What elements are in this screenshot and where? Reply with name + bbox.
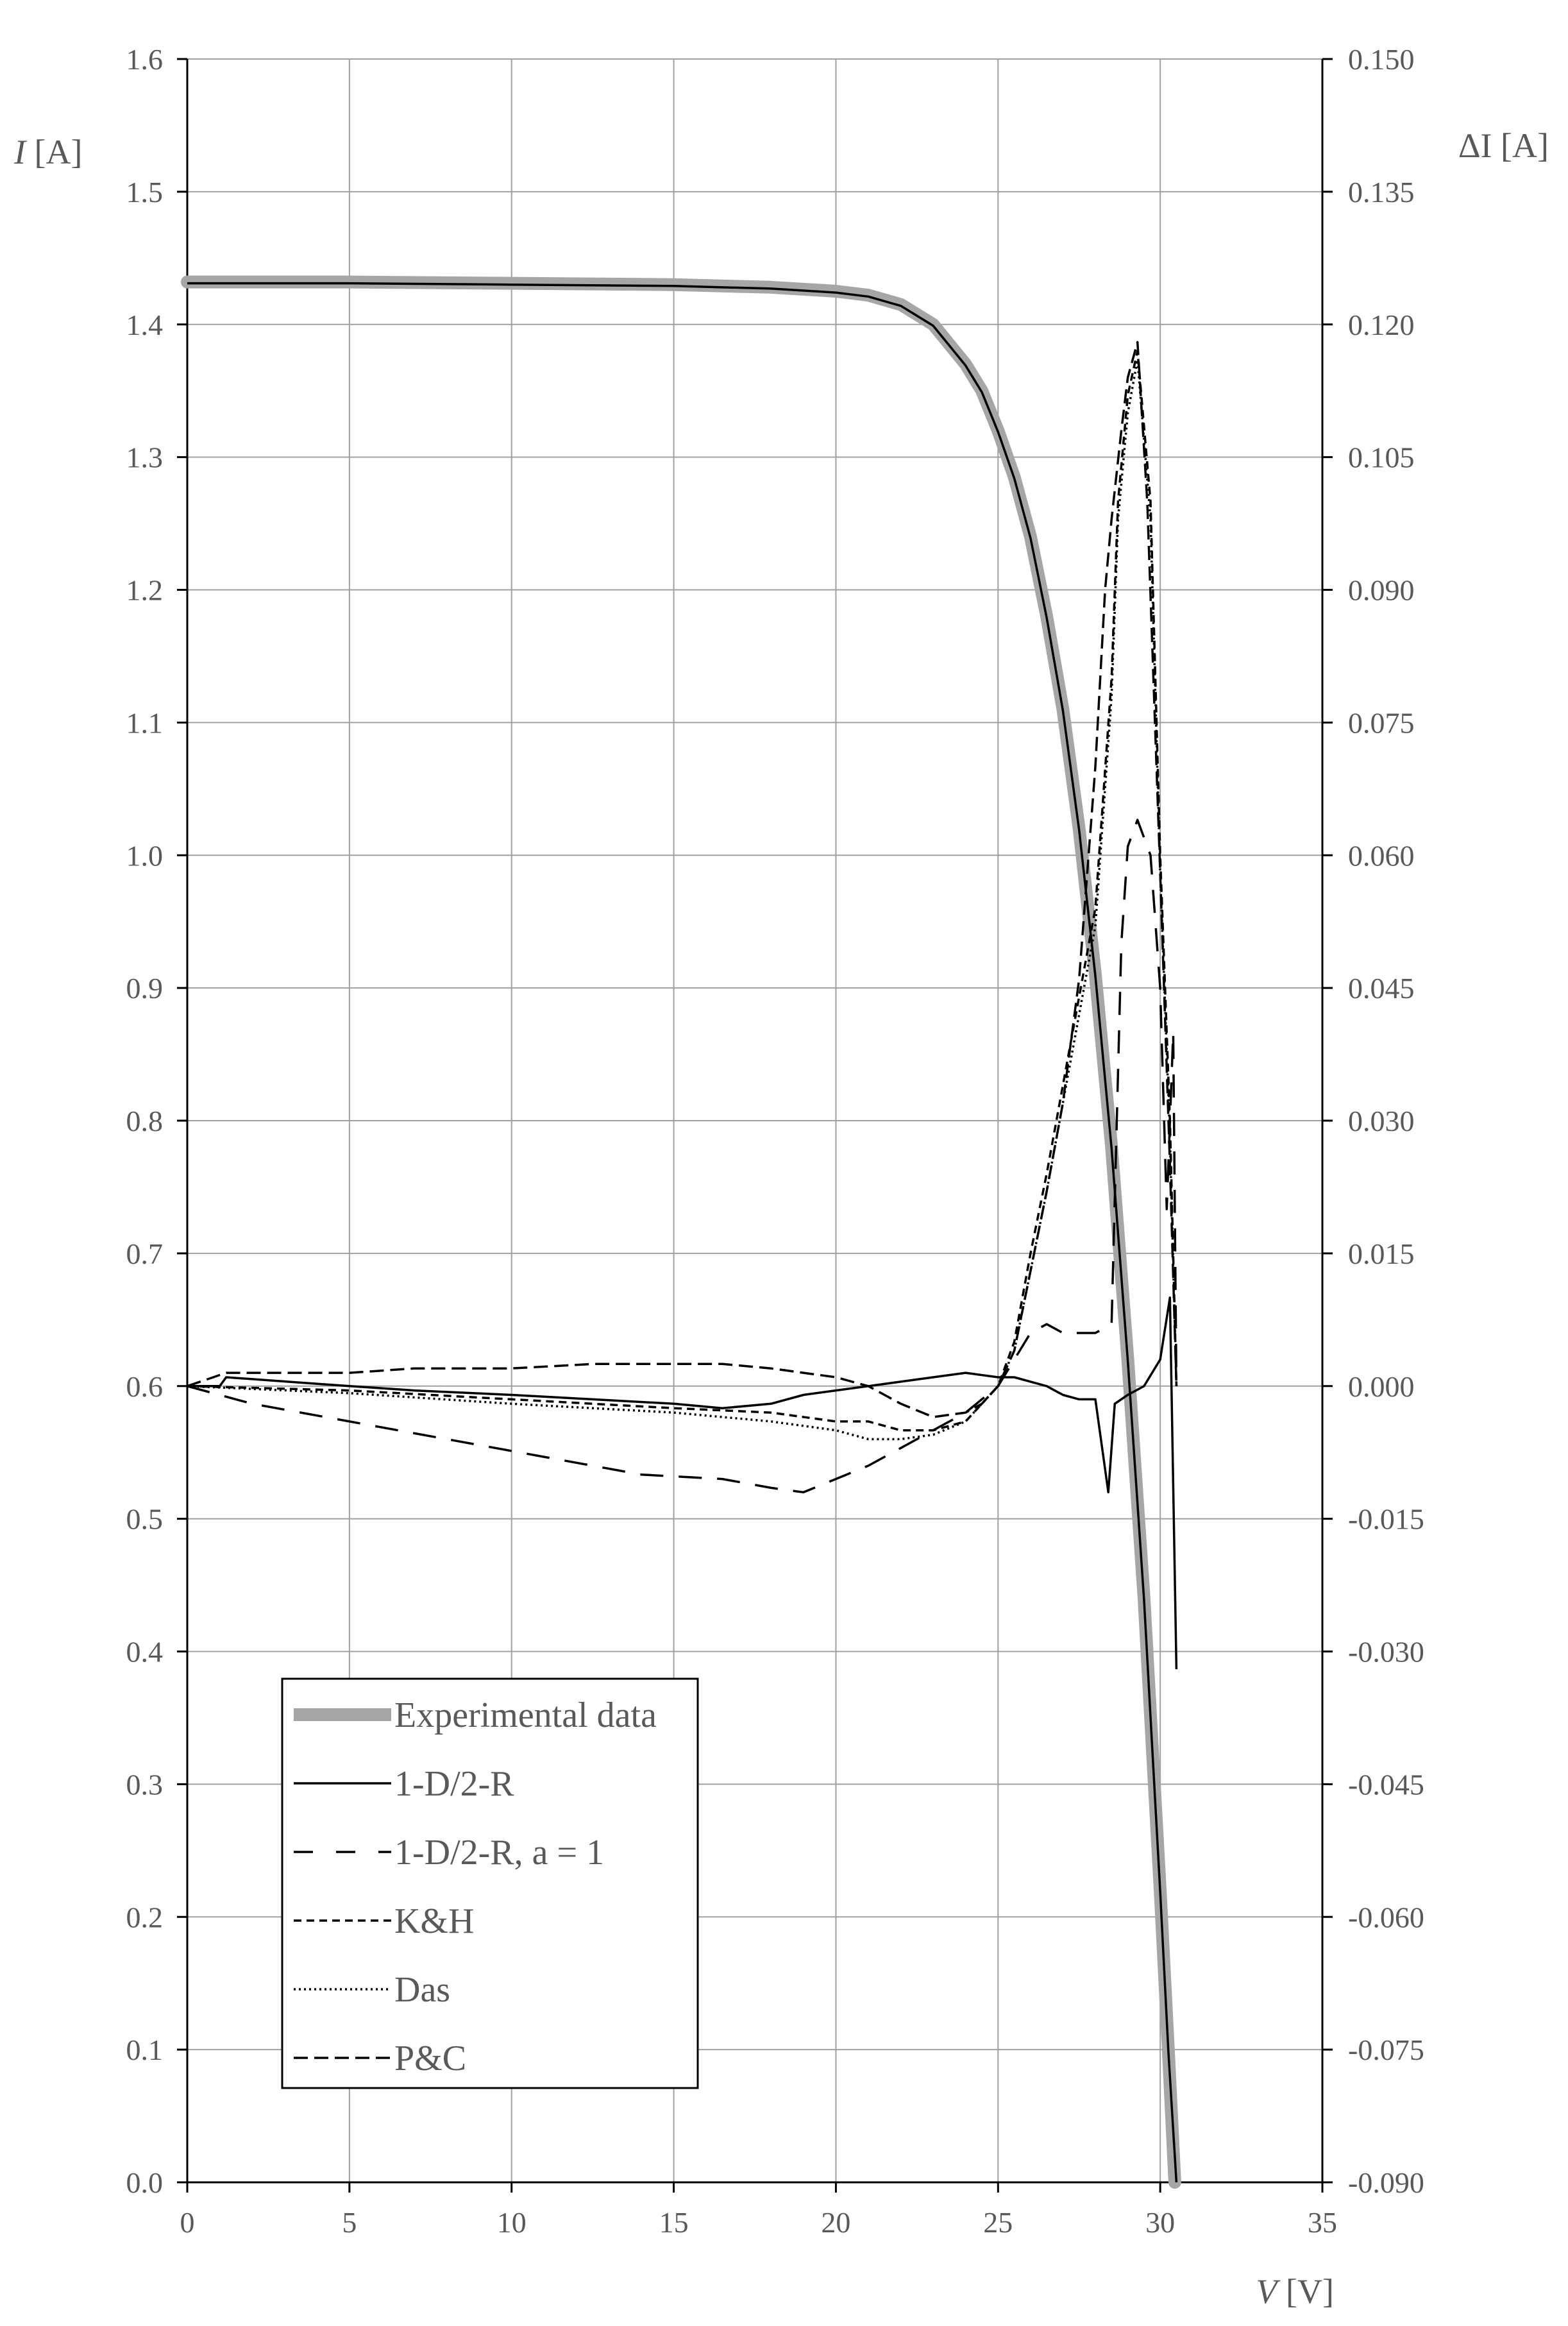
y-right-tick-label: 0.120	[1348, 309, 1415, 341]
x-tick-label: 5	[342, 2206, 357, 2239]
y-right-tick-label: 0.135	[1348, 176, 1415, 208]
series-line-delta-3	[187, 819, 1178, 1494]
x-tick-label: 35	[1308, 2206, 1337, 2239]
x-tick-label: 10	[497, 2206, 527, 2239]
legend-box	[281, 1677, 699, 2089]
y-right-tick-label: 0.105	[1348, 441, 1415, 474]
y-left-tick-label: 0.1	[126, 2033, 164, 2066]
y-left-tick-label: 0.4	[126, 1636, 164, 1668]
axis-ticks: 0 5 10 15 20 25 30 35 0.0 0.1 0.2 0.3 0.4 0.5 0.6 0.7 0.…	[126, 43, 1424, 2239]
y-left-tick-label: 0.3	[126, 1768, 164, 1801]
y-right-tick-label: -0.090	[1348, 2166, 1424, 2199]
y-left-tick-label: 1.2	[126, 574, 164, 607]
series-line-iv-1	[187, 282, 1178, 2183]
y-left-tick-label: 0.9	[126, 972, 164, 1005]
legend-label: 1-D/2-R, a = 1	[394, 1833, 604, 1872]
y-right-tick-label: 0.000	[1348, 1370, 1415, 1403]
y-right-axis-title: ΔI [A]	[1458, 126, 1549, 165]
y-left-tick-label: 1.4	[126, 309, 164, 341]
y-right-tick-label: 0.030	[1348, 1105, 1415, 1137]
y-right-tick-label: 0.045	[1348, 972, 1415, 1005]
legend-label: Das	[394, 1970, 450, 2010]
y-left-tick-label: 1.1	[126, 706, 164, 739]
x-tick-label: 20	[821, 2206, 850, 2239]
series-line-delta-4	[187, 350, 1178, 1432]
x-tick-label: 15	[659, 2206, 689, 2239]
y-left-tick-label: 0.5	[126, 1503, 164, 1536]
y-left-tick-label: 0.6	[126, 1370, 164, 1403]
y-right-tick-label: -0.045	[1348, 1768, 1424, 1801]
legend-label: P&C	[394, 2039, 466, 2078]
y-left-tick-label: 1.0	[126, 839, 164, 872]
x-tick-label: 25	[983, 2206, 1013, 2239]
x-axis-title: V [V]	[1256, 2272, 1334, 2311]
y-right-tick-label: 0.015	[1348, 1237, 1415, 1270]
series-line-delta-5	[187, 359, 1178, 1441]
y-left-tick-label: 0.2	[126, 1901, 164, 1933]
y-left-axis-title: I [A]	[13, 133, 82, 171]
y-left-tick-label: 0.0	[126, 2166, 164, 2199]
x-tick-label: 30	[1145, 2206, 1175, 2239]
legend: Experimental data 1-D/2-R 1-D/2-R, a = 1 K&…	[281, 1677, 699, 2089]
legend-label: Experimental data	[394, 1695, 657, 1735]
y-right-tick-label: 0.075	[1348, 706, 1415, 739]
y-right-tick-label: 0.090	[1348, 574, 1415, 607]
y-right-tick-label: -0.075	[1348, 2033, 1424, 2066]
y-left-tick-label: 0.7	[126, 1237, 164, 1270]
y-right-tick-label: -0.015	[1348, 1503, 1424, 1536]
y-right-tick-label: 0.060	[1348, 839, 1415, 872]
y-right-tick-label: -0.060	[1348, 1901, 1424, 1933]
series-line-delta-6	[187, 341, 1178, 1418]
y-left-tick-label: 1.5	[126, 176, 164, 208]
legend-label: K&H	[394, 1901, 474, 1941]
legend-label: 1-D/2-R	[394, 1764, 514, 1804]
y-left-tick-label: 1.6	[126, 43, 164, 76]
y-right-tick-label: -0.030	[1348, 1636, 1424, 1668]
series-line-delta-2	[187, 1296, 1178, 1670]
x-tick-label: 0	[180, 2206, 195, 2239]
y-left-tick-label: 0.8	[126, 1105, 164, 1137]
y-left-tick-label: 1.3	[126, 441, 164, 474]
series-layer	[181, 275, 1181, 2189]
y-right-tick-label: 0.150	[1348, 43, 1415, 76]
